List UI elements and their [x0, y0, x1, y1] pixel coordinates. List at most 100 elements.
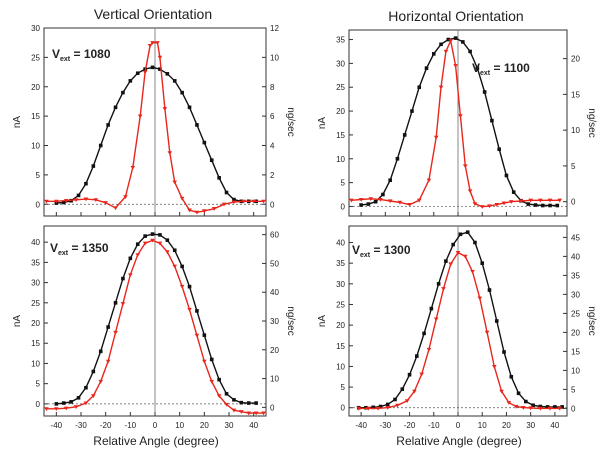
y-left-tick-label: 30 — [31, 24, 40, 33]
data-point-triangle — [221, 202, 227, 207]
data-point-square — [436, 282, 441, 286]
data-point-square — [533, 203, 538, 207]
data-point-triangle — [412, 389, 417, 394]
y-right-axis-label: ng/sec — [586, 306, 597, 335]
data-point-square — [209, 357, 214, 362]
data-point-square — [548, 203, 552, 208]
data-point-square — [378, 404, 383, 409]
y-left-tick-label: 0 — [36, 200, 41, 209]
data-point-triangle — [375, 406, 381, 411]
data-point-triangle — [54, 407, 59, 412]
data-point-triangle — [479, 205, 485, 209]
data-point-square — [373, 199, 378, 204]
data-point-square — [468, 49, 472, 54]
y-left-tick-label: 25 — [31, 299, 40, 308]
series-line-0 — [361, 37, 558, 207]
data-point-square — [202, 333, 207, 337]
data-point-triangle — [472, 202, 478, 207]
data-point-square — [254, 401, 258, 405]
data-point-square — [135, 71, 140, 76]
data-point-triangle — [387, 199, 393, 204]
data-point-triangle — [150, 238, 155, 243]
data-point-triangle — [172, 264, 178, 269]
data-point-square — [465, 230, 470, 234]
data-point-square — [172, 248, 177, 253]
data-point-triangle — [499, 389, 504, 394]
data-point-square — [407, 372, 412, 377]
data-point-triangle — [261, 411, 266, 416]
data-point-square — [553, 405, 557, 409]
data-point-square — [359, 203, 363, 207]
y-right-tick-label: 40 — [270, 288, 279, 297]
y-left-tick-label: 25 — [336, 83, 345, 92]
voltage-annotation: Vext = 1350 — [50, 241, 109, 257]
data-point-square — [417, 85, 422, 90]
data-point-square — [246, 401, 251, 405]
data-point-square — [393, 397, 397, 402]
data-point-triangle — [93, 198, 99, 203]
data-point-triangle — [142, 241, 148, 246]
data-point-triangle — [518, 199, 524, 204]
x-tick-label: 40 — [249, 421, 258, 430]
data-point-triangle — [130, 165, 136, 170]
data-point-square — [106, 123, 110, 127]
data-point-triangle — [105, 359, 111, 364]
y-right-axis-label: ng/sec — [285, 107, 296, 136]
data-point-square — [165, 72, 170, 76]
data-point-square — [458, 232, 463, 237]
data-point-triangle — [147, 44, 153, 48]
x-tick-label: 0 — [153, 421, 158, 430]
data-point-square — [232, 197, 236, 202]
data-point-triangle — [455, 251, 461, 255]
x-tick-label: 0 — [456, 421, 461, 430]
data-point-triangle — [433, 135, 439, 140]
x-tick-label: 20 — [200, 421, 209, 430]
data-point-square — [509, 374, 514, 379]
y-right-tick-label: 10 — [571, 366, 580, 375]
data-point-square — [76, 396, 81, 400]
data-point-square — [395, 156, 400, 161]
y-left-tick-label: 20 — [31, 319, 40, 328]
data-point-square — [494, 319, 499, 323]
data-point-square — [429, 306, 434, 311]
data-point-triangle — [98, 379, 104, 384]
y-left-axis-label: nA — [12, 116, 23, 129]
data-point-square — [439, 42, 443, 47]
y-right-tick-label: 4 — [270, 142, 275, 151]
data-point-square — [415, 354, 419, 358]
y-left-tick-label: 35 — [31, 258, 40, 267]
data-point-triangle — [103, 201, 108, 205]
data-point-triangle — [157, 241, 163, 246]
data-point-square — [143, 234, 147, 238]
data-point-triangle — [484, 330, 490, 335]
data-point-triangle — [477, 296, 483, 301]
y-left-tick-label: 10 — [336, 155, 345, 164]
x-axis-label: Relative Angle (degree) — [396, 434, 521, 448]
data-point-triangle — [73, 405, 79, 409]
data-point-triangle — [63, 198, 69, 203]
data-point-triangle — [378, 197, 383, 202]
data-point-triangle — [179, 284, 185, 289]
data-point-square — [150, 232, 155, 236]
data-point-square — [61, 401, 66, 405]
data-point-square — [209, 158, 214, 162]
data-point-square — [475, 66, 480, 70]
data-point-triangle — [416, 198, 422, 203]
y-left-axis-label: nA — [317, 315, 328, 328]
y-left-tick-label: 5 — [341, 383, 346, 392]
y-right-tick-label: 20 — [571, 55, 580, 64]
y-left-tick-label: 20 — [31, 83, 40, 92]
x-tick-label: 10 — [478, 421, 487, 430]
data-point-triangle — [91, 394, 96, 399]
data-point-square — [98, 349, 103, 354]
y-right-tick-label: 10 — [270, 375, 279, 384]
data-point-triangle — [448, 39, 454, 43]
data-point-triangle — [135, 253, 141, 257]
data-point-square — [516, 391, 521, 396]
y-right-tick-label: 30 — [571, 290, 580, 299]
y-left-tick-label: 5 — [341, 179, 346, 188]
y-right-axis-label: ng/sec — [285, 306, 296, 335]
data-point-square — [239, 400, 244, 405]
data-point-triangle — [407, 202, 412, 207]
y-left-tick-label: 40 — [336, 239, 345, 248]
